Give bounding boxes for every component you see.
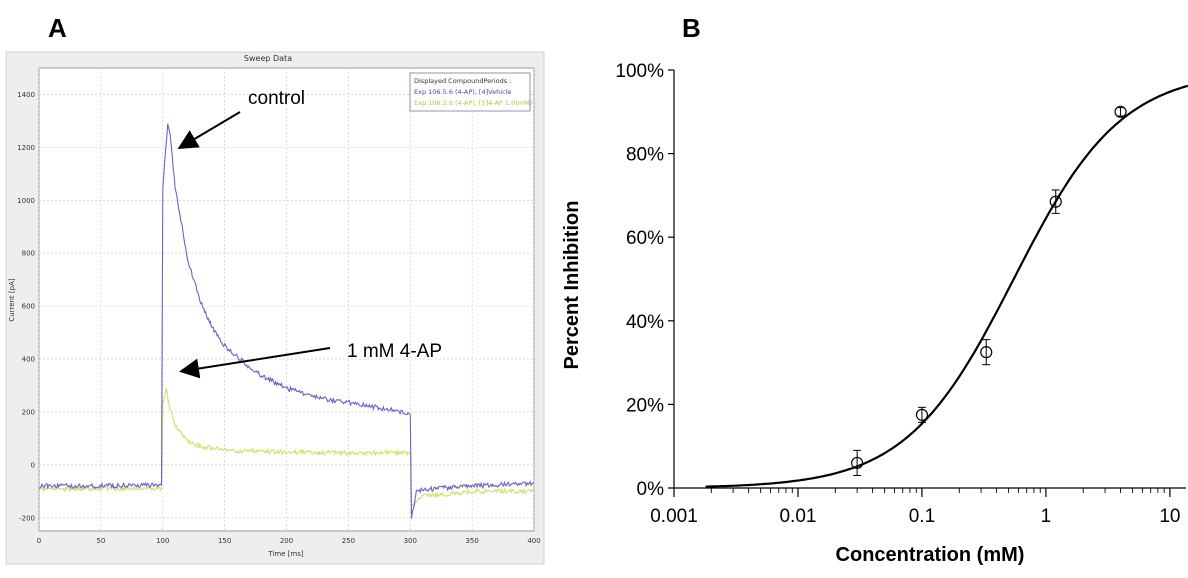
panel-b-label: B: [682, 13, 701, 43]
y-tick-label: 0: [31, 461, 35, 469]
x-tick-label: 1: [1041, 506, 1052, 527]
arrow-4ap: [179, 347, 331, 379]
x-tick-label: 350: [465, 537, 478, 545]
point-marker: [915, 408, 929, 421]
legend-title: Displayed CompoundPeriods :: [414, 77, 511, 85]
annotation-4ap: 1 mM 4-AP: [347, 341, 442, 362]
x-tick-label: 200: [280, 537, 293, 545]
legend-entry-4ap: Exp 106.2.6 (4-AP), [5]4-AP 1.0(mM): [414, 99, 532, 107]
y-tick-label: 1000: [17, 197, 35, 205]
series-control-line: [38, 123, 535, 519]
y-tick-label: 200: [22, 408, 35, 416]
panel-a-sweep-chart: Sweep Data 0 50 100 150 200 250 300 350 400 -200…: [5, 51, 545, 565]
y-tick-label: 20%: [626, 395, 664, 416]
series-4ap-line: [38, 387, 535, 507]
y-tick-label: 400: [22, 356, 35, 364]
panel-b-fit-curve: [705, 84, 1188, 488]
data-point-3: [980, 339, 993, 366]
panel-a-title: Sweep Data: [244, 54, 292, 63]
panel-b-y-ticks: 0% 20% 40% 60% 80% 100%: [615, 61, 674, 500]
panel-a-y-ticks: -200 0 200 400 600 800 1000 1200 1400: [17, 91, 35, 522]
x-tick-label: 10: [1159, 506, 1180, 527]
panel-b-x-ticks: 0.001 0.01 0.1 1 10: [650, 488, 1180, 527]
panel-b-dose-response-chart: 0% 20% 40% 60% 80% 100% 0.001 0.01 0.1 1 10 Conce…: [561, 61, 1188, 566]
x-tick-label: 50: [96, 537, 105, 545]
x-tick-label: 0: [37, 537, 41, 545]
y-tick-label: 60%: [626, 228, 664, 249]
x-tick-label: 0.001: [650, 506, 698, 527]
legend-box: [409, 72, 531, 112]
panel-b-y-axis-label: Percent Inhibition: [561, 201, 583, 370]
legend-entry-control: Exp 106.5.6 (4-AP), [4]Vehicle: [414, 88, 511, 96]
annotation-control: control: [248, 88, 305, 109]
y-tick-label: 80%: [626, 145, 664, 166]
y-tick-label: 40%: [626, 312, 664, 333]
panel-a-label: A: [48, 13, 67, 43]
x-tick-label: 250: [342, 537, 355, 545]
y-tick-label: -200: [19, 514, 35, 522]
x-tick-label: 0.1: [909, 506, 935, 527]
y-tick-label: 800: [22, 250, 35, 258]
x-tick-label: 300: [404, 537, 417, 545]
y-tick-label: 1400: [17, 91, 35, 99]
data-point-1: [851, 449, 864, 476]
panel-a-y-axis-label: Current [pA]: [8, 278, 16, 321]
y-tick-label: 1200: [17, 144, 35, 152]
panel-a-legend: Displayed CompoundPeriods : Exp 106.5.6 …: [409, 72, 532, 112]
x-tick-label: 0.01: [779, 506, 816, 527]
y-tick-label: 0%: [637, 479, 665, 500]
panel-a-series: [38, 123, 535, 519]
panel-a-x-axis-label: Time [ms]: [267, 550, 304, 558]
point-marker: [851, 456, 864, 470]
x-tick-label: 100: [156, 537, 169, 545]
data-point-4: [1049, 189, 1062, 214]
y-tick-label: 600: [22, 303, 35, 311]
arrow-control: [177, 111, 241, 150]
point-marker: [1049, 195, 1062, 208]
fit-curve-line: [705, 84, 1188, 488]
panel-a-x-ticks: 0 50 100 150 200 250 300 350 400: [37, 537, 541, 545]
panel-b-points: [851, 105, 1127, 476]
data-point-5: [1114, 105, 1127, 118]
x-tick-label: 150: [218, 537, 231, 545]
x-tick-label: 400: [527, 537, 540, 545]
y-tick-label: 100%: [615, 61, 664, 82]
point-marker: [1114, 105, 1127, 118]
panel-b-x-axis-label: Concentration (mM): [836, 544, 1025, 566]
data-point-2: [915, 406, 929, 423]
point-marker: [980, 346, 993, 359]
